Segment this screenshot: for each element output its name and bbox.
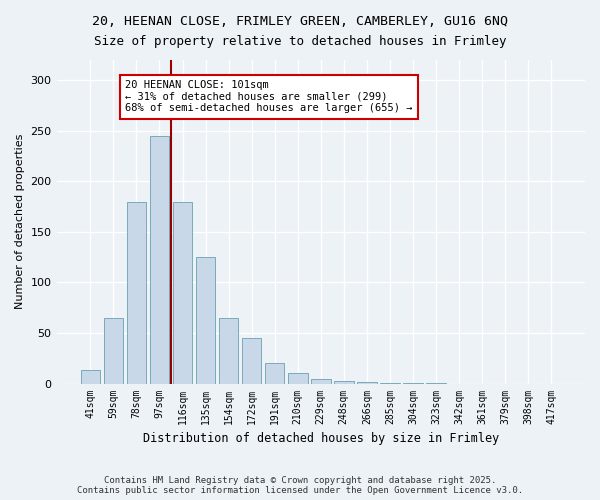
Bar: [265, 364, 284, 384]
Bar: [380, 382, 400, 384]
Text: Contains HM Land Registry data © Crown copyright and database right 2025.
Contai: Contains HM Land Registry data © Crown c…: [77, 476, 523, 495]
Bar: [196, 257, 215, 384]
Bar: [357, 382, 377, 384]
Text: 20, HEENAN CLOSE, FRIMLEY GREEN, CAMBERLEY, GU16 6NQ: 20, HEENAN CLOSE, FRIMLEY GREEN, CAMBERL…: [92, 15, 508, 28]
Bar: [426, 382, 446, 384]
Y-axis label: Number of detached properties: Number of detached properties: [15, 134, 25, 310]
Bar: [242, 338, 262, 384]
Bar: [80, 370, 100, 384]
Bar: [334, 380, 353, 384]
Bar: [311, 378, 331, 384]
Bar: [173, 202, 193, 384]
Bar: [219, 318, 238, 384]
Bar: [288, 374, 308, 384]
Bar: [104, 318, 123, 384]
Text: 20 HEENAN CLOSE: 101sqm
← 31% of detached houses are smaller (299)
68% of semi-d: 20 HEENAN CLOSE: 101sqm ← 31% of detache…: [125, 80, 412, 114]
Bar: [403, 382, 423, 384]
X-axis label: Distribution of detached houses by size in Frimley: Distribution of detached houses by size …: [143, 432, 499, 445]
Bar: [127, 202, 146, 384]
Bar: [149, 136, 169, 384]
Text: Size of property relative to detached houses in Frimley: Size of property relative to detached ho…: [94, 35, 506, 48]
